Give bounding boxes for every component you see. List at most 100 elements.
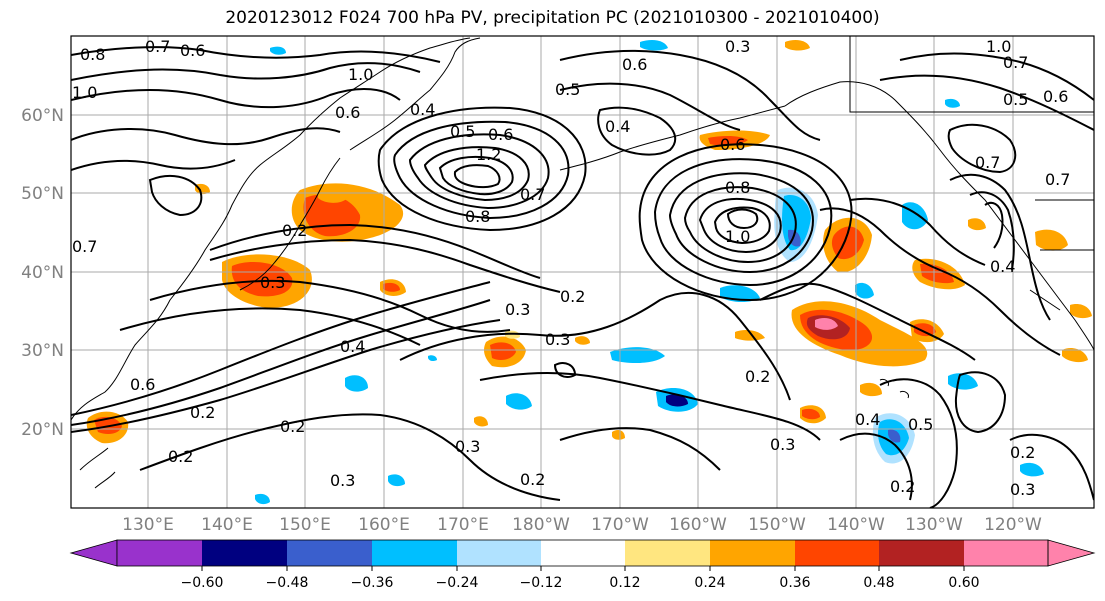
contour-label: 1.0	[725, 227, 750, 246]
lat-label-30n: 30°N	[21, 341, 64, 361]
coastline-aleutians	[559, 105, 786, 171]
coastlines	[71, 36, 1094, 489]
precip-blob-positive	[968, 218, 986, 231]
pv-contour-line	[879, 74, 1094, 131]
colorbar-segment	[625, 540, 710, 566]
contour-label: 0.6	[488, 125, 513, 144]
contour-label: 0.2	[168, 447, 193, 466]
pv-contour-line	[638, 143, 853, 302]
pv-contour-line	[553, 362, 577, 378]
contour-label: 0.6	[1043, 87, 1068, 106]
precip-blob-positive	[815, 318, 838, 330]
contour-label: 0.7	[975, 153, 1000, 172]
coastline-hawaii	[879, 379, 909, 399]
lat-label-50n: 50°N	[21, 184, 64, 204]
precip-blob-positive	[1070, 304, 1092, 319]
pv-contour-line	[209, 223, 541, 279]
colorbar-extend-max	[1047, 539, 1096, 567]
precip-blob-negative	[255, 493, 270, 505]
precip-blob-negative	[345, 375, 368, 392]
pv-contour-line	[1009, 433, 1094, 501]
precip-blob-positive	[1062, 348, 1088, 363]
precip-blob-negative	[948, 373, 978, 390]
pv-contour-line	[819, 207, 1061, 356]
contour-label: 0.7	[145, 37, 170, 56]
colorbar-tick-label: 0.60	[948, 575, 979, 591]
longitude-labels: 130°E 140°E 150°E 160°E 170°E 180°W 170°…	[122, 515, 1042, 535]
precip-blob-positive	[860, 382, 882, 397]
pv-contour-line	[713, 206, 771, 245]
pv-contour-line	[423, 146, 530, 202]
contour-label: 0.2	[1010, 443, 1035, 462]
contour-label: 0.8	[465, 207, 490, 226]
contour-label: 0.3	[1010, 480, 1035, 499]
lon-label-140e: 140°E	[201, 515, 253, 535]
precip-blob-positive	[612, 430, 625, 440]
pv-contour-line	[71, 281, 491, 416]
pv-contour-line	[148, 174, 203, 217]
pv-contour-line	[259, 413, 561, 501]
contour-label: 0.5	[555, 80, 580, 99]
contour-label: 0.2	[890, 477, 915, 496]
lon-label-130e: 130°E	[122, 515, 174, 535]
coastline-kuril	[349, 89, 431, 151]
pv-contour-line	[949, 173, 1051, 321]
precip-blob-negative	[902, 202, 928, 230]
precip-blob-negative	[270, 46, 286, 55]
pv-contour-line	[408, 133, 550, 210]
pv-contour-line	[399, 291, 791, 401]
colorbar-segment	[202, 540, 287, 566]
coastline-canada	[849, 36, 1094, 113]
precip-blob-positive	[1035, 229, 1068, 251]
precip-blob-positive	[474, 416, 488, 427]
pv-contour-line	[759, 282, 976, 361]
precip-blob-negative	[428, 355, 437, 362]
precip-blob-negative	[945, 98, 960, 108]
pv-contour-line	[559, 49, 821, 141]
precip-shading-negative	[255, 40, 1044, 505]
precip-blob-negative	[610, 347, 665, 364]
pv-contour-line	[119, 307, 421, 346]
colorbar-segment	[879, 540, 964, 566]
colorbar-tick-label: −0.12	[520, 575, 563, 591]
gridlines	[71, 36, 1094, 508]
pv-contour-line	[71, 299, 491, 426]
contour-label: 0.7	[72, 237, 97, 256]
contour-label: 0.5	[1003, 90, 1028, 109]
coastline-asia	[71, 37, 471, 421]
contour-label: 0.2	[520, 470, 545, 489]
contour-label: 0.6	[130, 375, 155, 394]
contour-label: 1.2	[476, 145, 501, 164]
lon-label-180w: 180°W	[512, 515, 570, 535]
pv-contours	[71, 46, 1094, 508]
pv-contour-line	[71, 46, 441, 63]
contour-label: 0.6	[180, 41, 205, 60]
lon-label-130w: 130°W	[905, 515, 963, 535]
contour-label: 0.7	[520, 185, 545, 204]
pv-contour-line	[71, 62, 421, 81]
pv-contour-line	[653, 158, 833, 287]
precip-blob-negative	[888, 429, 901, 443]
pv-contour-line	[71, 319, 501, 433]
pv-contour-line	[377, 106, 587, 232]
colorbar-tick-label: 0.36	[779, 575, 810, 591]
contour-label: 0.6	[622, 55, 647, 74]
contour-label: 0.6	[335, 103, 360, 122]
pv-contour-line	[453, 164, 501, 189]
lon-label-160w: 160°W	[669, 515, 727, 535]
contour-label: 0.4	[340, 337, 365, 356]
precip-blob-positive	[318, 185, 348, 203]
lon-label-150w: 150°W	[748, 515, 806, 535]
contour-labels: 0.8 0.7 0.6 1.0 1.0 0.6 0.4 0.5 0.6 0.3 …	[72, 37, 1070, 499]
pv-contour-line	[726, 208, 759, 230]
coastline-japan	[239, 157, 341, 291]
lon-label-160e: 160°E	[358, 515, 410, 535]
pv-contour-line	[947, 123, 1017, 174]
colorbar-tick-label: −0.36	[351, 575, 394, 591]
precip-blob-negative	[666, 394, 688, 407]
contour-label: 0.3	[455, 437, 480, 456]
pv-contour-line	[969, 191, 1015, 271]
lat-label-20n: 20°N	[21, 420, 64, 440]
contour-label: 0.2	[282, 221, 307, 240]
